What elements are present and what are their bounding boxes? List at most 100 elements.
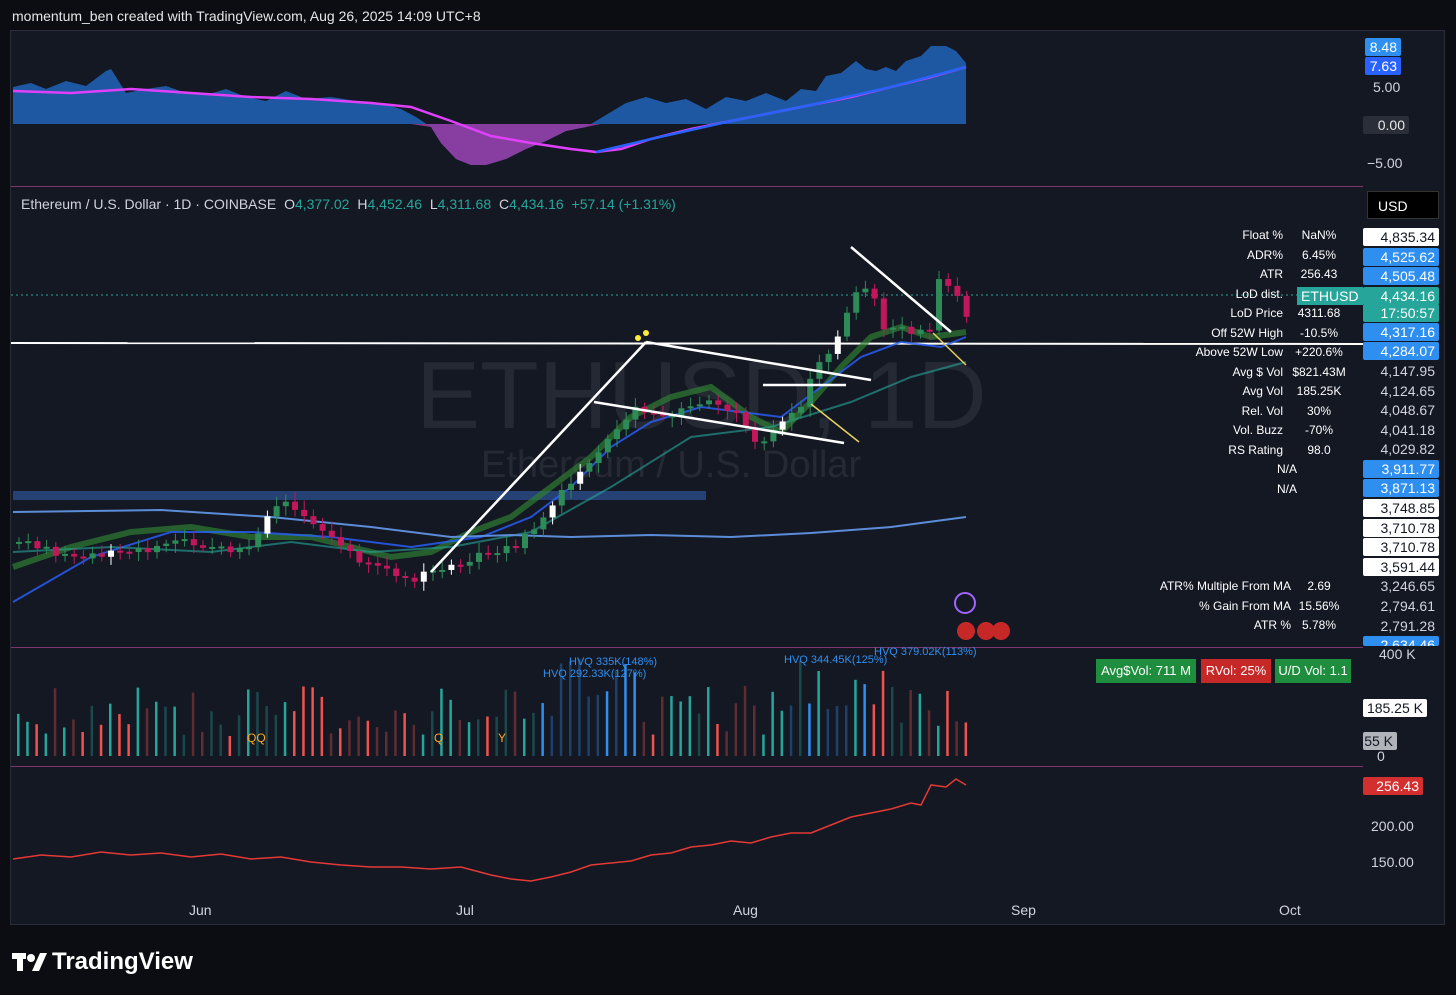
vol-tick-avg: 185.25 K — [1363, 699, 1427, 717]
vol-tick-zero: 0 — [1377, 748, 1385, 764]
price-tick: 17:50:57 — [1363, 304, 1439, 322]
time-tick: Jul — [456, 902, 474, 918]
pane-divider-3 — [11, 766, 1363, 767]
atr-current-badge: 256.43 — [1363, 777, 1423, 795]
stat-label: Avg $ Vol — [1232, 365, 1283, 379]
watermark-symbol: ETHUSD, 1D — [416, 342, 987, 449]
time-tick: Jun — [189, 902, 212, 918]
price-tick: 4,505.48 — [1363, 267, 1439, 285]
close-value: 4,434.16 — [509, 196, 564, 212]
price-tick: 4,434.16 — [1363, 287, 1439, 305]
price-tick: 3,246.65 — [1380, 578, 1436, 594]
hvq-label: HVQ 344.45K(125%) — [784, 654, 888, 666]
price-tick: 2,791.28 — [1380, 618, 1436, 634]
currency-button[interactable]: USD — [1367, 191, 1439, 219]
vol-tick-55k: 55 K — [1363, 732, 1397, 750]
time-tick: Sep — [1011, 902, 1036, 918]
hvq-label: HVQ 335K(148%) — [569, 656, 658, 668]
tradingview-logo: TradingView — [12, 948, 193, 976]
pane-divider-1 — [11, 186, 1363, 187]
rvol-badge: RVol: 25% — [1201, 659, 1271, 683]
tradingview-logo-text: TradingView — [52, 948, 193, 975]
price-tick: 3,911.77 — [1363, 460, 1439, 478]
avg-dollar-vol-badge: Avg$Vol: 711 M — [1096, 659, 1196, 683]
time-tick: Aug — [733, 902, 758, 918]
low-value: 4,311.68 — [437, 196, 492, 212]
price-tick: 3,710.78 — [1363, 538, 1439, 556]
osc-tick-0: 0.00 — [1363, 116, 1409, 134]
stat-value: 4311.68 — [1297, 306, 1341, 320]
stat-label: Off 52W High — [1211, 326, 1283, 340]
credit-text: momentum_ben created with TradingView.co… — [12, 8, 481, 24]
volume-marker: Y — [498, 731, 507, 745]
top-bar: momentum_ben created with TradingView.co… — [0, 0, 1456, 30]
price-chart — [11, 246, 1363, 640]
ma-stat-value: 15.56% — [1298, 599, 1340, 613]
stat-value: $821.43M — [1292, 365, 1346, 379]
tradingview-logo-icon — [12, 953, 47, 971]
stat-label: ADR% — [1246, 248, 1283, 262]
symbol-name: Ethereum / U.S. Dollar · 1D · COINBASE — [21, 196, 277, 212]
price-tick: 4,041.18 — [1380, 422, 1436, 438]
stat-value: -10.5% — [1299, 326, 1339, 340]
stat-label: N/A — [1276, 462, 1297, 476]
price-tick: 3,710.78 — [1363, 519, 1439, 537]
stat-label: Rel. Vol — [1241, 404, 1283, 418]
pane-divider-2 — [11, 647, 1363, 648]
change-value: +57.14 (+1.31%) — [571, 196, 676, 212]
price-tick: 4,525.62 — [1363, 248, 1439, 266]
bottom-bar: TradingView — [0, 925, 1456, 995]
oscillator-pane — [12, 46, 967, 165]
price-tick: 3,591.44 — [1363, 558, 1439, 576]
open-value: 4,377.02 — [294, 196, 350, 212]
stat-label: Above 52W Low — [1195, 345, 1283, 359]
price-tick: 2,634.46 — [1363, 636, 1439, 646]
ma-stat-label: ATR% Multiple From MA — [1159, 579, 1291, 593]
price-tick: 4,048.67 — [1380, 402, 1436, 418]
ma-stat-label: ATR % — [1253, 618, 1291, 632]
price-tick: 4,835.34 — [1363, 228, 1439, 246]
osc-badge-1: 8.48 — [1365, 38, 1401, 56]
stat-value: 98.0 — [1307, 443, 1331, 457]
ma-stat-value: 5.78% — [1301, 618, 1337, 632]
ma-stat-value: 2.69 — [1307, 579, 1331, 593]
price-tick: 4,124.65 — [1380, 383, 1436, 399]
price-tick: 2,794.61 — [1380, 598, 1436, 614]
hvq-label: HVQ 379.02K(113%) — [874, 646, 977, 658]
stat-value: 6.45% — [1301, 248, 1337, 262]
atr-tick-200: 200.00 — [1371, 818, 1414, 834]
price-tick: 4,029.82 — [1380, 441, 1436, 457]
stat-label: ATR — [1259, 267, 1283, 281]
volume-marker: QQ — [247, 731, 266, 745]
stat-value: +220.6% — [1295, 345, 1343, 359]
stat-label: Avg Vol — [1242, 384, 1283, 398]
stat-label: RS Rating — [1228, 443, 1283, 457]
stat-value: -70% — [1304, 423, 1333, 437]
stat-value: 185.25K — [1296, 384, 1342, 398]
volume-marker: Q — [434, 731, 444, 745]
stat-label: N/A — [1276, 482, 1297, 496]
stat-value: 30% — [1306, 404, 1332, 418]
price-tick: 4,317.16 — [1363, 323, 1439, 341]
price-tick: 3,748.85 — [1363, 499, 1439, 517]
price-tick: 4,147.95 — [1380, 363, 1436, 379]
osc-badge-2: 7.63 — [1365, 57, 1401, 75]
ud-vol-badge: U/D Vol: 1.1 — [1275, 659, 1351, 683]
price-tick: 3,871.13 — [1363, 479, 1439, 497]
stat-label: LoD dist. — [1235, 287, 1283, 301]
ethusd-tag: ETHUSD — [1297, 287, 1363, 305]
time-tick: Oct — [1279, 902, 1301, 918]
stat-label: Vol. Buzz — [1232, 423, 1283, 437]
vol-tick-400k: 400 K — [1379, 646, 1416, 662]
stat-value: NaN% — [1301, 228, 1337, 242]
stat-label: Float % — [1242, 228, 1283, 242]
atr-tick-150: 150.00 — [1371, 854, 1414, 870]
osc-tick-5: 5.00 — [1373, 79, 1401, 95]
high-value: 4,452.46 — [367, 196, 422, 212]
symbol-legend: Ethereum / U.S. Dollar · 1D · COINBASE O… — [21, 196, 676, 212]
volume-chart — [17, 659, 968, 756]
atr-chart — [12, 778, 967, 882]
chart-panel[interactable]: 8.48 7.63 5.00 0.00 −5.00 Ethereum / U.S… — [10, 30, 1445, 925]
hvq-label: HVQ 292.33K(127%) — [543, 668, 647, 680]
price-tick: 4,284.07 — [1363, 342, 1439, 360]
